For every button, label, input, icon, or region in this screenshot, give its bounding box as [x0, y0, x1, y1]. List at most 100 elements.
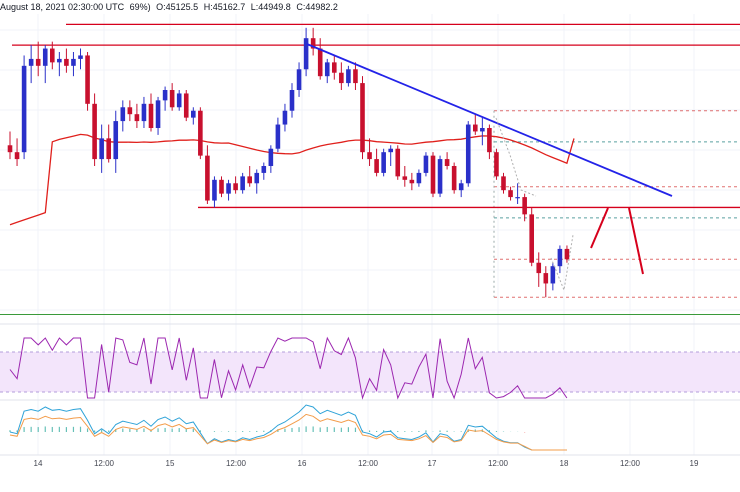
- candle: [78, 48, 83, 70]
- close-value: C:44982.2: [296, 2, 338, 12]
- candle: [127, 100, 133, 122]
- candle-body: [494, 152, 499, 177]
- change-text: 69%): [129, 2, 151, 12]
- candle-body: [360, 83, 365, 153]
- candle-body: [127, 107, 133, 115]
- x-tick-label: 19: [690, 459, 699, 468]
- candle-body: [261, 166, 267, 173]
- candle-body: [219, 179, 224, 194]
- candle: [374, 148, 379, 177]
- candle: [120, 100, 126, 132]
- candle: [113, 110, 119, 173]
- candle-body: [522, 197, 527, 215]
- candle: [205, 145, 210, 204]
- candle: [564, 245, 570, 263]
- candle-body: [332, 62, 337, 73]
- candle-body: [120, 107, 126, 122]
- candle-body: [501, 176, 506, 191]
- candle: [332, 55, 337, 80]
- candle: [28, 45, 34, 84]
- candle-body: [437, 159, 443, 194]
- candle: [268, 145, 274, 173]
- candle-body: [28, 58, 34, 66]
- candle-body: [444, 159, 450, 166]
- candle-body: [465, 124, 471, 184]
- candle: [148, 93, 154, 132]
- candle: [444, 152, 450, 170]
- candle-body: [50, 48, 55, 63]
- x-axis: 14 12:00 15 12:00 16 12:00 17 12:00 18 12:00 19: [0, 454, 740, 468]
- candle-body: [78, 55, 83, 59]
- candle-body: [226, 183, 231, 194]
- candle-body: [233, 183, 238, 191]
- candle-body: [451, 166, 457, 191]
- candle: [303, 27, 309, 77]
- candle: [508, 186, 513, 201]
- candle-body: [275, 124, 281, 149]
- candle: [7, 131, 13, 160]
- candle-body: [42, 48, 48, 66]
- rsi-band: [0, 352, 740, 392]
- candle: [162, 86, 168, 111]
- candle: [155, 96, 161, 135]
- candle-body: [423, 155, 429, 173]
- candle: [50, 41, 55, 70]
- candle-body: [71, 58, 76, 66]
- candle: [198, 107, 203, 160]
- candle-body: [176, 93, 182, 108]
- candle-body: [162, 90, 168, 101]
- candle-body: [395, 148, 401, 177]
- rsi-panel: [0, 323, 740, 400]
- candle-body: [247, 176, 252, 184]
- fib-levels: [493, 110, 740, 298]
- candle-body: [367, 152, 372, 160]
- open-value: O:45125.5: [156, 2, 199, 12]
- candle: [522, 193, 527, 222]
- candle: [289, 83, 295, 118]
- candle-body: [409, 179, 415, 184]
- candle-body: [57, 58, 62, 63]
- candle-body: [564, 248, 570, 260]
- candle-body: [141, 103, 147, 122]
- candle-body: [430, 155, 436, 194]
- candle: [85, 52, 90, 111]
- candle: [465, 121, 471, 187]
- candle: [233, 176, 238, 194]
- candle-body: [14, 152, 20, 160]
- candle-body: [268, 148, 274, 166]
- candle-body: [155, 100, 161, 128]
- candle-body: [487, 128, 492, 153]
- candle: [536, 252, 542, 287]
- candle: [550, 262, 556, 291]
- zigzag-line: [495, 117, 537, 197]
- candle: [275, 117, 281, 153]
- candle-body: [113, 121, 119, 160]
- candle: [346, 65, 351, 87]
- candle-body: [282, 110, 288, 125]
- macd-panel: [0, 399, 740, 451]
- candle-body: [381, 152, 386, 173]
- candle: [296, 62, 302, 97]
- candle: [212, 176, 217, 208]
- candle-body: [296, 69, 302, 90]
- candle: [543, 266, 549, 298]
- x-tick-label: 12:00: [620, 459, 641, 468]
- candle-body: [473, 124, 478, 132]
- candle-body: [416, 172, 422, 184]
- projection-down-stroke: [628, 207, 644, 275]
- candle: [480, 117, 485, 146]
- candle: [64, 48, 69, 73]
- candle-body: [99, 138, 104, 160]
- ohlc-legend: August 18, 2021 02:30:00 UTC 69%) O:4512…: [0, 2, 341, 12]
- candle: [515, 183, 520, 204]
- moving-average-line: [9, 133, 575, 226]
- candle: [261, 162, 267, 180]
- candle-body: [64, 58, 69, 66]
- x-tick-label: 16: [298, 459, 307, 468]
- candle: [353, 62, 358, 90]
- candle-body: [85, 55, 90, 104]
- projection-up-stroke: [590, 207, 609, 249]
- x-tick-label: 12:00: [358, 459, 379, 468]
- x-tick-label: 18: [560, 459, 569, 468]
- candle-body: [536, 262, 542, 274]
